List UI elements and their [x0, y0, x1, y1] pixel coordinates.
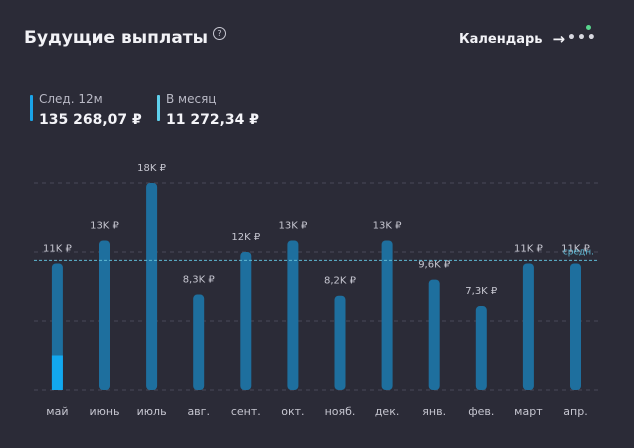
bar-авг. — [193, 294, 205, 390]
x-tick-label: июль — [137, 405, 167, 418]
x-tick-label: фев. — [468, 405, 494, 418]
stat-label: В месяц — [166, 92, 217, 106]
data-label: 11K ₽ — [561, 244, 590, 255]
data-label: 9,6K ₽ — [418, 260, 451, 271]
data-label: 13K ₽ — [278, 221, 307, 232]
x-tick-label: май — [46, 405, 68, 418]
stat-color-bar — [157, 95, 160, 121]
more-options-button[interactable]: ••• — [567, 25, 596, 48]
bar-highlight — [51, 355, 63, 390]
bar-фев. — [475, 306, 487, 390]
stat-label: След. 12м — [39, 92, 103, 106]
bar-окт. — [287, 240, 299, 390]
stat-next-12m: След. 12м 135 268,07 ₽ — [30, 91, 142, 130]
x-tick-label: март — [514, 405, 543, 418]
bar-янв. — [428, 279, 440, 390]
average-label: средн. — [563, 247, 594, 257]
title-text: Будущие выплаты — [24, 28, 209, 48]
data-label: 8,3K ₽ — [183, 275, 216, 286]
arrow-right-icon: → — [552, 30, 566, 48]
help-icon[interactable]: ? — [213, 26, 227, 40]
page-title: Будущие выплаты ? — [24, 26, 227, 48]
more-icon: ••• — [567, 30, 597, 46]
data-label: 11K ₽ — [43, 244, 72, 255]
bar-март — [522, 263, 534, 390]
bar-апр. — [570, 263, 581, 390]
stat-value: 135 268,07 ₽ — [39, 112, 142, 128]
bar-июль — [146, 183, 158, 390]
data-label: 7,3K ₽ — [465, 286, 498, 297]
bar-июнь — [99, 240, 110, 390]
x-tick-label: нояб. — [325, 405, 356, 418]
stat-color-bar — [30, 95, 33, 121]
x-tick-label: дек. — [375, 405, 400, 418]
data-label: 12K ₽ — [231, 232, 260, 243]
calendar-label: Календарь — [459, 31, 543, 47]
bar-сент. — [240, 252, 252, 390]
x-tick-label: янв. — [422, 405, 446, 418]
bar-дек. — [381, 240, 393, 390]
data-label: 13K ₽ — [90, 221, 119, 232]
stat-per-month: В месяц 11 272,34 ₽ — [157, 91, 259, 130]
x-tick-label: авг. — [187, 405, 210, 418]
x-tick-label: апр. — [563, 405, 587, 418]
bar-нояб. — [334, 295, 346, 390]
data-label: 8,2K ₽ — [324, 276, 357, 287]
data-label: 18K ₽ — [137, 163, 166, 174]
notification-dot — [586, 25, 591, 30]
data-label: 13K ₽ — [373, 221, 402, 232]
x-tick-label: сент. — [231, 405, 261, 418]
stat-value: 11 272,34 ₽ — [166, 112, 259, 128]
data-label: 11K ₽ — [514, 244, 543, 255]
x-tick-label: окт. — [281, 405, 304, 418]
x-tick-label: июнь — [89, 405, 119, 418]
calendar-link[interactable]: Календарь → — [459, 30, 565, 48]
